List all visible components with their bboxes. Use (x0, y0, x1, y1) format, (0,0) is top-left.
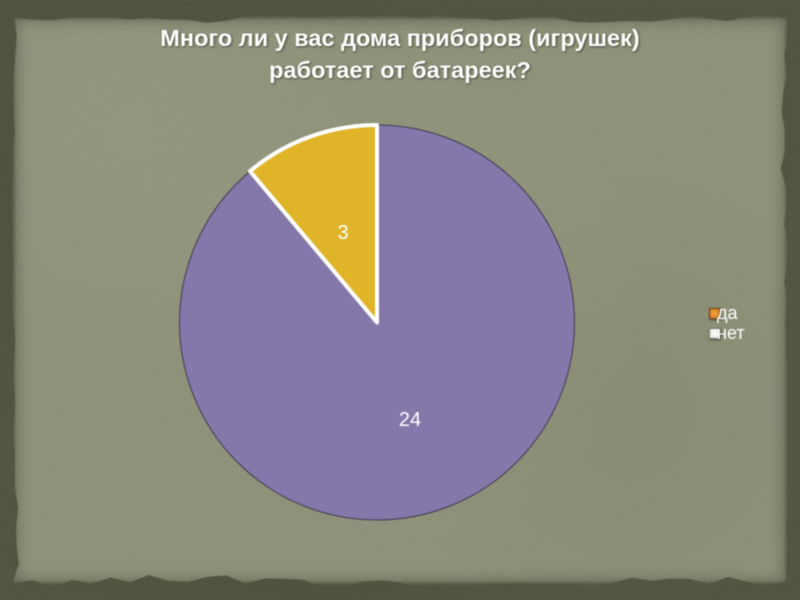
svg-text:3: 3 (337, 222, 348, 244)
svg-text:24: 24 (399, 409, 421, 431)
